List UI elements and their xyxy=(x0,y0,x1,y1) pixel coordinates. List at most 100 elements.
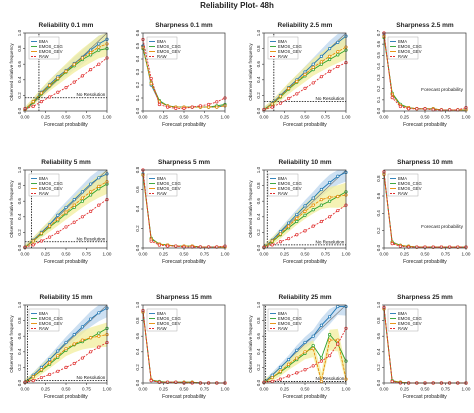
y-tick-label: 0.2 xyxy=(17,364,22,371)
data-point xyxy=(88,193,93,197)
legend-label: RAW xyxy=(39,191,49,196)
data-point xyxy=(39,231,44,235)
data-point xyxy=(328,195,332,199)
y-tick-label: 0.0 xyxy=(376,379,381,386)
data-point xyxy=(336,342,340,346)
y-tick-label: 0.1 xyxy=(135,94,140,101)
data-point xyxy=(80,56,85,60)
legend-label: BMA xyxy=(157,311,166,316)
data-point xyxy=(72,198,76,202)
legend-box xyxy=(387,308,419,332)
data-point xyxy=(80,190,85,194)
x-axis-label: Forecast probability xyxy=(162,394,206,400)
data-point xyxy=(64,205,68,210)
legend-label: EMOS_GEV xyxy=(278,186,302,191)
data-point xyxy=(64,210,68,214)
series-line-emos_gev xyxy=(263,339,347,383)
data-point xyxy=(39,239,44,243)
panel-title: Reliability 0.1 mm xyxy=(39,22,94,29)
legend-label: EMOS_GEV xyxy=(157,49,181,54)
x-tick-label: 0.25 xyxy=(400,387,409,392)
legend-label: RAW xyxy=(278,326,288,331)
y-tick-label: 0.4 xyxy=(256,76,261,83)
y-tick-label: 0.6 xyxy=(135,29,140,36)
legend-label: RAW xyxy=(39,54,49,59)
y-tick-label: 0.2 xyxy=(256,92,261,99)
y-tick-label: 0.6 xyxy=(256,61,261,68)
legend-label: RAW xyxy=(278,54,288,59)
panel-title: Sharpness 2.5 mm xyxy=(396,22,454,29)
data-point xyxy=(39,91,44,95)
y-tick-label: 0.5 xyxy=(135,42,140,49)
x-tick-label: 0.00 xyxy=(21,252,30,257)
x-axis-label: Forecast probability xyxy=(162,259,206,265)
x-tick-label: 0.75 xyxy=(321,387,330,392)
data-point xyxy=(295,219,299,224)
series-line-raw xyxy=(142,39,226,109)
data-point xyxy=(80,215,85,219)
y-tick-label: 0.4 xyxy=(135,205,140,212)
panel-title: Reliability 25 mm xyxy=(278,294,331,301)
data-point xyxy=(336,338,340,342)
data-point xyxy=(336,174,340,178)
data-point xyxy=(31,104,35,108)
y-tick-label: 0.4 xyxy=(135,348,140,355)
data-point xyxy=(64,225,68,229)
legend-label: EMOS_GEV xyxy=(398,321,422,326)
x-tick-label: 0.00 xyxy=(139,252,148,257)
legend-label: EMOS_CSG xyxy=(157,181,181,186)
legend-label: EMOS_CSG xyxy=(157,44,181,49)
y-tick-label: 0.1 xyxy=(376,96,381,103)
data-point xyxy=(80,74,85,78)
x-tick-label: 0.75 xyxy=(82,252,91,257)
data-point xyxy=(270,239,274,243)
data-point xyxy=(31,379,35,383)
legend-label: BMA xyxy=(157,39,166,44)
data-point xyxy=(56,354,60,358)
data-point xyxy=(303,368,307,372)
x-axis-label: Forecast probability xyxy=(403,394,447,400)
x-tick-label: 0.00 xyxy=(260,115,269,120)
x-tick-label: 0.00 xyxy=(380,252,389,257)
y-tick-label: 0.8 xyxy=(256,182,261,189)
panel-title: Sharpness 0.1 mm xyxy=(155,22,213,29)
y-tick-label: 0.8 xyxy=(256,317,261,324)
data-point xyxy=(303,229,307,233)
data-point xyxy=(64,365,68,369)
data-point xyxy=(303,340,307,345)
y-tick-label: 0.2 xyxy=(17,229,22,236)
y-tick-label: 1.0 xyxy=(17,166,22,173)
y-tick-label: 0.4 xyxy=(376,348,381,355)
x-tick-label: 1.00 xyxy=(103,115,112,120)
data-point xyxy=(47,83,52,87)
series-line-raw xyxy=(383,32,467,111)
y-tick-label: 0.3 xyxy=(376,74,381,81)
y-axis-label: Observed relative frequency xyxy=(9,315,14,373)
x-tick-label: 0.75 xyxy=(441,387,450,392)
data-point xyxy=(72,62,76,66)
y-tick-label: 0.3 xyxy=(135,68,140,75)
x-tick-label: 1.00 xyxy=(342,387,351,392)
x-tick-label: 0.00 xyxy=(21,115,30,120)
y-tick-label: 0.8 xyxy=(376,317,381,324)
series-line-raw xyxy=(142,169,226,248)
x-tick-label: 0.50 xyxy=(62,115,71,120)
data-point xyxy=(72,203,76,207)
data-point xyxy=(390,96,394,100)
data-point xyxy=(311,208,315,212)
y-tick-label: 0.2 xyxy=(376,227,381,234)
data-point xyxy=(31,239,35,243)
panel-12: Sharpness 25 mm 0.00 0.25 0.50 0.75 1.00 0.0 0.… xyxy=(376,294,471,400)
data-point xyxy=(407,107,411,111)
data-point xyxy=(295,92,299,96)
data-point xyxy=(190,105,194,109)
data-point xyxy=(328,338,332,342)
y-tick-label: 1.0 xyxy=(17,301,22,308)
panel-title: Reliability 5 mm xyxy=(41,159,91,166)
